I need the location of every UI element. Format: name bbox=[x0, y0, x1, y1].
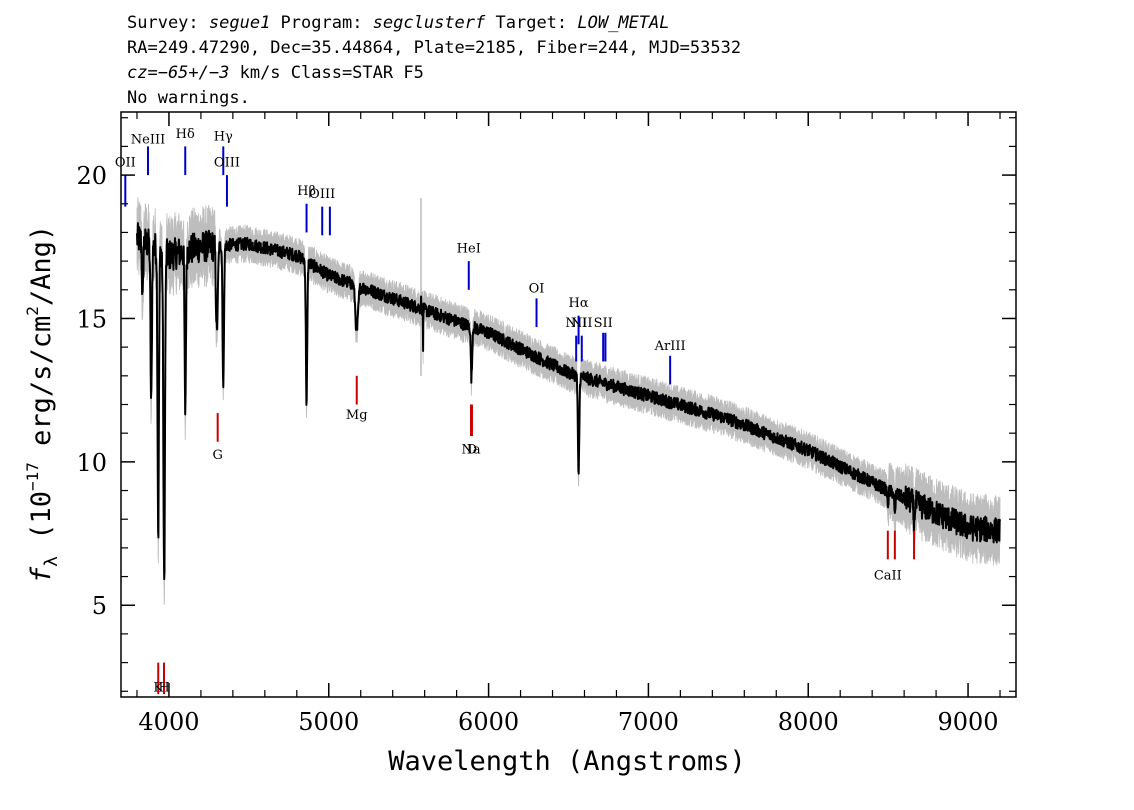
x-axis-ticks: 4000 5000 6000 7000 8000 9000 bbox=[136, 112, 1001, 736]
flux-series bbox=[136, 222, 1001, 581]
x-tick-label: 8000 bbox=[778, 708, 839, 736]
emission-line-label: OIII bbox=[309, 187, 335, 202]
survey-name: segue1 bbox=[209, 13, 270, 33]
emission-line-label: OIII bbox=[214, 155, 240, 170]
emission-line-label: Hγ bbox=[214, 130, 233, 145]
emission-line-label: NII bbox=[571, 316, 593, 331]
emission-line-label: OI bbox=[529, 282, 545, 297]
emission-line-label: NII bbox=[565, 316, 587, 331]
emission-line-label: Hβ bbox=[297, 184, 316, 199]
absorption-line-markers: KH G Mg NaD CaII bbox=[153, 375, 916, 695]
y-tick-label: 5 bbox=[92, 592, 107, 620]
absorption-line-label: Mg bbox=[346, 408, 368, 423]
y-tick-label: 20 bbox=[76, 162, 107, 190]
header-line-4: No warnings. bbox=[127, 88, 250, 108]
program-name: segclusterf bbox=[373, 13, 486, 33]
x-tick-label: 4000 bbox=[138, 708, 199, 736]
error-band bbox=[136, 197, 1001, 605]
absorption-line-label: CaII bbox=[874, 568, 902, 583]
x-tick-label: 5000 bbox=[298, 708, 359, 736]
x-tick-label: 9000 bbox=[938, 708, 999, 736]
absorption-line-label: D bbox=[467, 442, 477, 457]
x-axis-label: Wavelength (Angstroms) bbox=[388, 746, 746, 777]
y-tick-label: 15 bbox=[76, 305, 107, 333]
emission-line-label: OII bbox=[115, 155, 136, 170]
x-tick-label: 7000 bbox=[618, 708, 679, 736]
absorption-line-label: K bbox=[153, 680, 163, 695]
emission-line-label: ArIII bbox=[654, 339, 686, 354]
redshift-value: cz=−65+/−3 bbox=[127, 63, 229, 83]
header-line-2: RA=249.47290, Dec=35.44864, Plate=2185, … bbox=[127, 38, 741, 58]
y-tick-label: 10 bbox=[76, 449, 107, 477]
flux-line bbox=[136, 222, 1001, 581]
y-axis-label: fλ (10−17 erg/s/cm2/Ang) bbox=[23, 225, 62, 583]
absorption-line-label: H bbox=[158, 680, 169, 695]
emission-line-label: NeIII bbox=[131, 133, 165, 148]
header-line-1: Survey: segue1 Program: segclusterf Targ… bbox=[127, 13, 670, 33]
x-tick-label: 6000 bbox=[458, 708, 519, 736]
absorption-line-label: G bbox=[212, 448, 222, 463]
absorption-line-label: Na bbox=[461, 442, 480, 457]
emission-line-label: SII bbox=[594, 316, 613, 331]
emission-line-label: Hα bbox=[569, 296, 589, 311]
target-name: LOW_METAL bbox=[577, 13, 669, 33]
error-band-area bbox=[136, 197, 1001, 605]
header-line-3: cz=−65+/−3 km/s Class=STAR F5 bbox=[127, 63, 424, 83]
y-axis-ticks: 5 10 15 20 bbox=[76, 117, 1016, 692]
emission-line-label: Hδ bbox=[176, 127, 195, 142]
emission-line-label: HeI bbox=[457, 242, 481, 257]
